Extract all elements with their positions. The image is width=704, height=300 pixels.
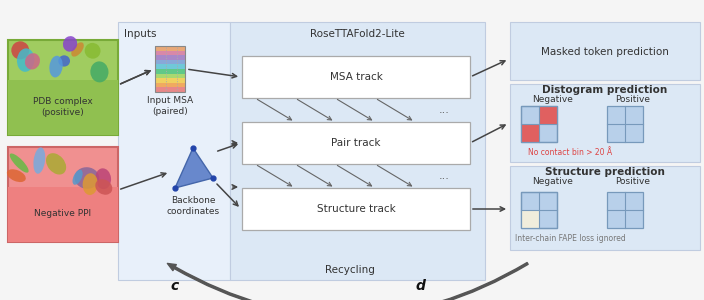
Bar — [521, 124, 539, 142]
Text: ...: ... — [439, 171, 449, 181]
Bar — [607, 192, 643, 228]
Ellipse shape — [75, 167, 99, 189]
Bar — [510, 84, 700, 162]
Text: Positive: Positive — [615, 95, 650, 104]
Bar — [230, 22, 485, 280]
Bar — [8, 187, 118, 242]
FancyArrowPatch shape — [168, 262, 528, 300]
Ellipse shape — [71, 42, 84, 57]
Bar — [521, 192, 557, 228]
Ellipse shape — [10, 153, 29, 173]
Text: Negative PPI: Negative PPI — [34, 209, 92, 218]
Bar — [155, 60, 185, 64]
Bar — [155, 78, 185, 83]
Bar — [539, 106, 557, 124]
Text: No contact bin > 20 Å: No contact bin > 20 Å — [528, 148, 612, 157]
Bar — [155, 64, 185, 69]
Ellipse shape — [58, 55, 70, 67]
Ellipse shape — [25, 53, 40, 70]
Bar — [521, 192, 557, 228]
Bar — [607, 106, 643, 142]
Text: Pair track: Pair track — [332, 138, 381, 148]
Bar — [155, 55, 185, 60]
Text: Positive: Positive — [615, 178, 650, 187]
Bar — [118, 22, 230, 280]
Polygon shape — [175, 148, 213, 188]
Ellipse shape — [63, 36, 77, 52]
Text: Inputs: Inputs — [124, 29, 156, 39]
Ellipse shape — [49, 56, 63, 77]
Text: MSA track: MSA track — [329, 72, 382, 82]
Ellipse shape — [17, 48, 34, 72]
Text: Structure track: Structure track — [317, 204, 396, 214]
Bar — [155, 51, 185, 55]
Text: Structure prediction: Structure prediction — [545, 167, 665, 177]
Bar — [242, 122, 470, 164]
Text: Input MSA
(paired): Input MSA (paired) — [147, 96, 193, 116]
Ellipse shape — [84, 43, 101, 59]
Text: Masked token prediction: Masked token prediction — [541, 47, 669, 57]
Text: d: d — [415, 279, 425, 293]
Bar — [155, 83, 185, 87]
Text: Inter-chain FAPE loss ignored: Inter-chain FAPE loss ignored — [515, 234, 625, 243]
Ellipse shape — [82, 173, 98, 195]
Ellipse shape — [46, 153, 66, 175]
Bar — [155, 69, 185, 74]
Text: Backbone
coordinates: Backbone coordinates — [166, 196, 220, 216]
Ellipse shape — [11, 41, 29, 59]
Ellipse shape — [90, 61, 108, 82]
Bar — [155, 46, 185, 92]
Text: ...: ... — [439, 105, 449, 115]
Text: Negative: Negative — [532, 95, 574, 104]
Bar — [8, 147, 118, 242]
Bar — [521, 106, 557, 142]
Bar — [510, 166, 700, 250]
Bar — [8, 40, 118, 135]
Ellipse shape — [7, 169, 26, 182]
Bar — [242, 56, 470, 98]
Ellipse shape — [95, 179, 113, 195]
Ellipse shape — [73, 170, 82, 185]
Bar — [521, 210, 539, 228]
Text: RoseTTAFold2-Lite: RoseTTAFold2-Lite — [310, 29, 404, 39]
Ellipse shape — [33, 147, 45, 174]
Bar — [242, 188, 470, 230]
Text: c: c — [171, 279, 179, 293]
Bar — [521, 106, 557, 142]
Text: PDB complex
(positive): PDB complex (positive) — [33, 97, 93, 117]
Bar — [155, 74, 185, 78]
Bar — [8, 80, 118, 135]
Bar — [155, 87, 185, 92]
Bar — [510, 22, 700, 80]
Bar — [155, 46, 185, 51]
Text: Negative: Negative — [532, 178, 574, 187]
Text: Distogram prediction: Distogram prediction — [542, 85, 667, 95]
Ellipse shape — [95, 168, 111, 189]
Text: Recycling: Recycling — [325, 265, 375, 275]
